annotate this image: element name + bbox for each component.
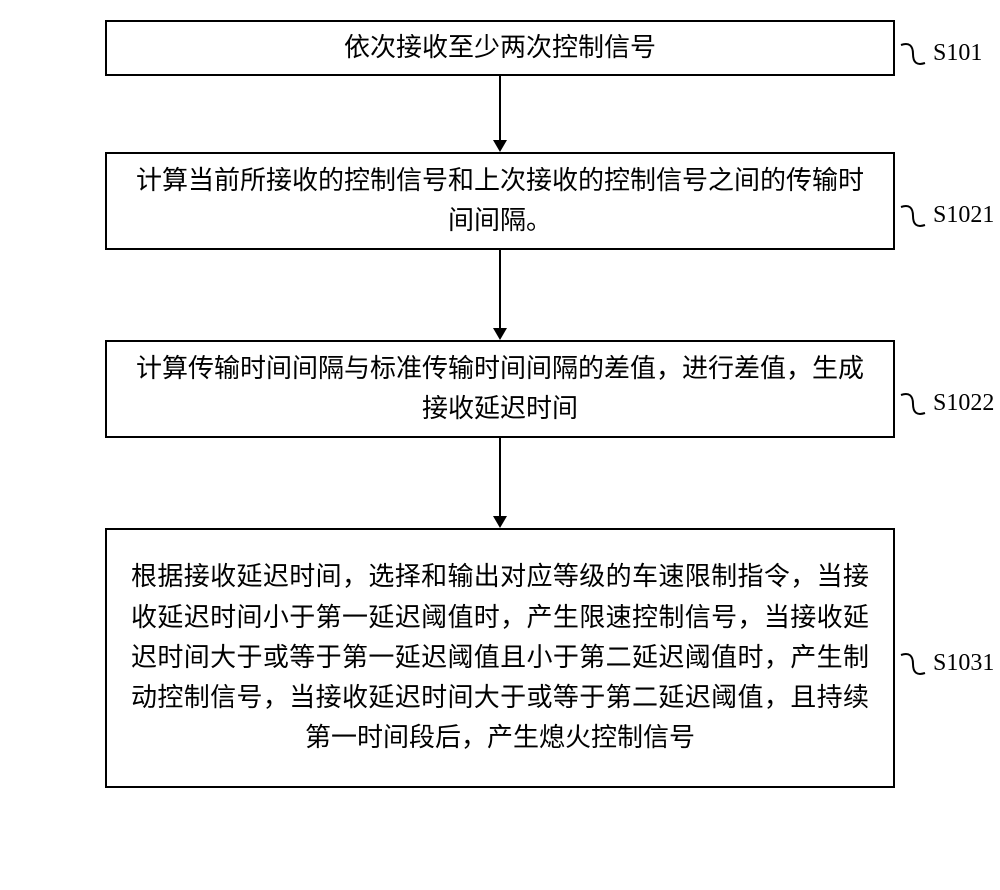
brace-icon [899, 391, 927, 417]
flow-node-text: 根据接收延迟时间，选择和输出对应等级的车速限制指令，当接收延迟时间小于第一延迟阈… [107, 547, 893, 768]
brace-icon [899, 203, 927, 229]
flow-node-text: 计算传输时间间隔与标准传输时间间隔的差值，进行差值，生成接收延迟时间 [107, 339, 893, 440]
step-label-text: S1022 [933, 390, 994, 417]
step-label-s101: S101 [899, 40, 982, 67]
brace-icon [899, 651, 927, 677]
arrow-down-icon [488, 76, 512, 152]
flow-node-text: 依次接收至少两次控制信号 [320, 18, 680, 78]
arrow-down-icon [488, 438, 512, 528]
flowchart-container: 依次接收至少两次控制信号 S101 计算当前所接收的控制信号和上次接收的控制信号… [60, 20, 940, 788]
step-label-s1021: S1021 [899, 202, 994, 229]
flow-connector [60, 438, 940, 528]
step-label-s1031: S1031 [899, 650, 994, 677]
flow-node-s101: 依次接收至少两次控制信号 S101 [105, 20, 895, 76]
flow-node-text: 计算当前所接收的控制信号和上次接收的控制信号之间的传输时间间隔。 [107, 151, 893, 252]
arrow-down-icon [488, 250, 512, 340]
step-label-text: S1021 [933, 202, 994, 229]
step-label-text: S101 [933, 40, 982, 67]
flow-node-s1021: 计算当前所接收的控制信号和上次接收的控制信号之间的传输时间间隔。 S1021 [105, 152, 895, 250]
flow-node-s1031: 根据接收延迟时间，选择和输出对应等级的车速限制指令，当接收延迟时间小于第一延迟阈… [105, 528, 895, 788]
flow-connector [60, 250, 940, 340]
step-label-text: S1031 [933, 650, 994, 677]
step-label-s1022: S1022 [899, 390, 994, 417]
flow-node-s1022: 计算传输时间间隔与标准传输时间间隔的差值，进行差值，生成接收延迟时间 S1022 [105, 340, 895, 438]
flow-connector [60, 76, 940, 152]
brace-icon [899, 41, 927, 67]
